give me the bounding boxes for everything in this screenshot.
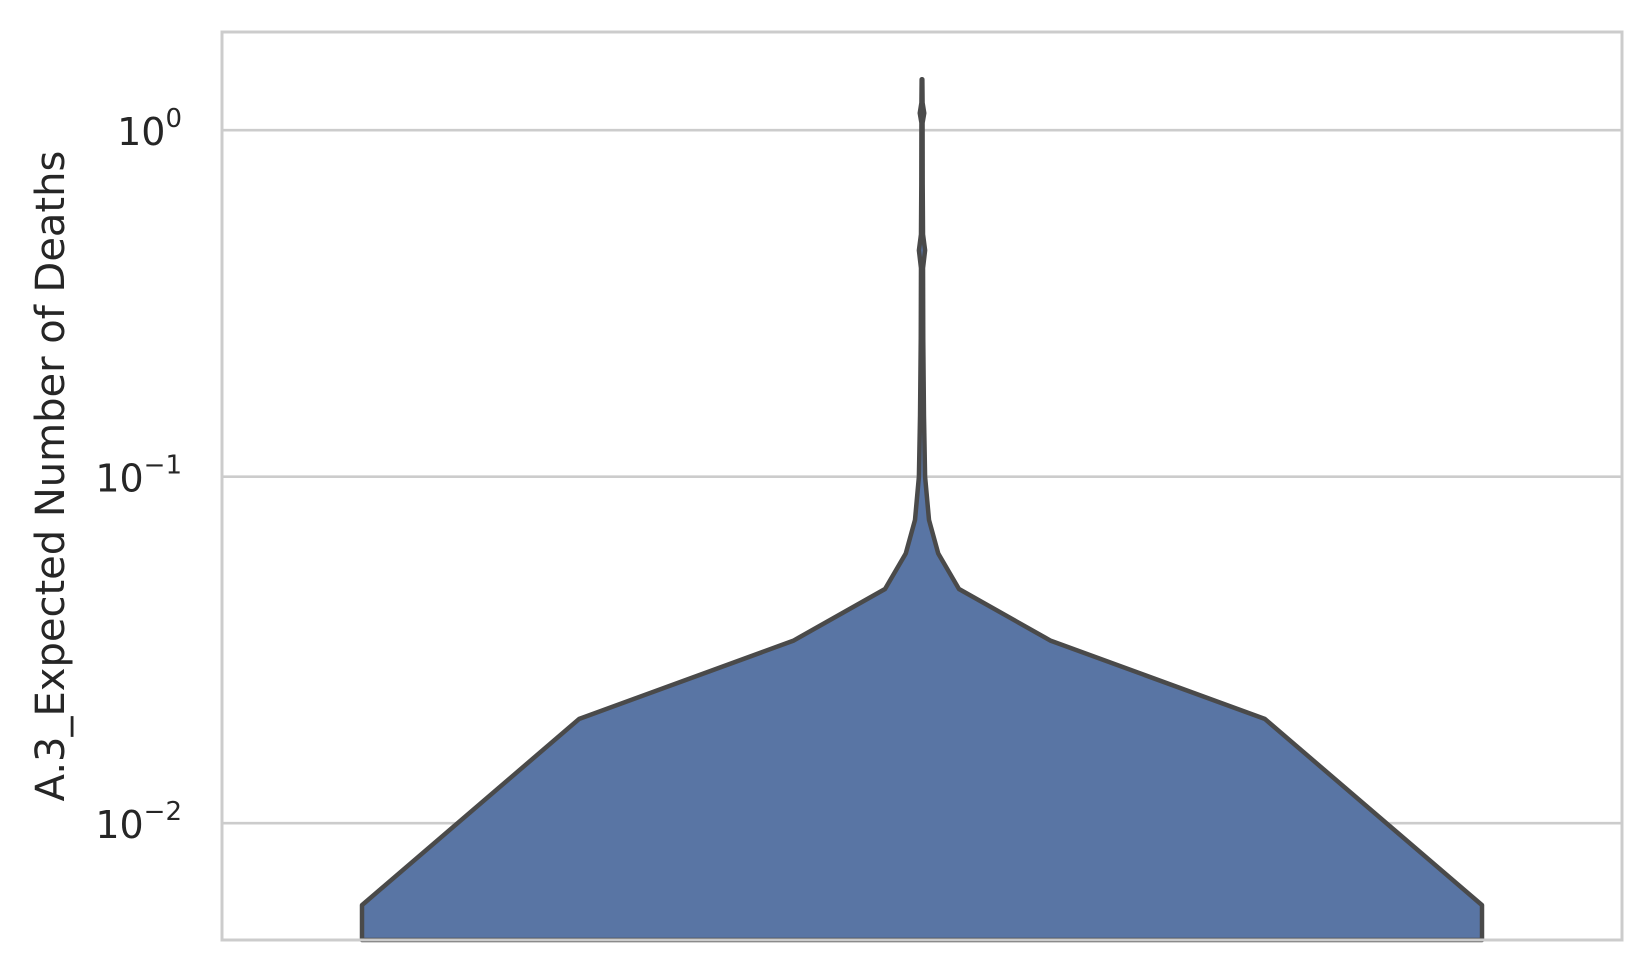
y-tick-label-2: 100 [117, 104, 182, 154]
y-tick-label-1: 10−1 [95, 451, 182, 501]
violin-layer [359, 77, 1485, 943]
y-tick-label-0: 10−2 [95, 797, 182, 847]
plot-frame [220, 30, 1624, 942]
y-axis-label: A.3_Expected Number of Deaths [28, 151, 74, 802]
y-tick-labels: 10−2 10−1 100 [95, 104, 182, 847]
